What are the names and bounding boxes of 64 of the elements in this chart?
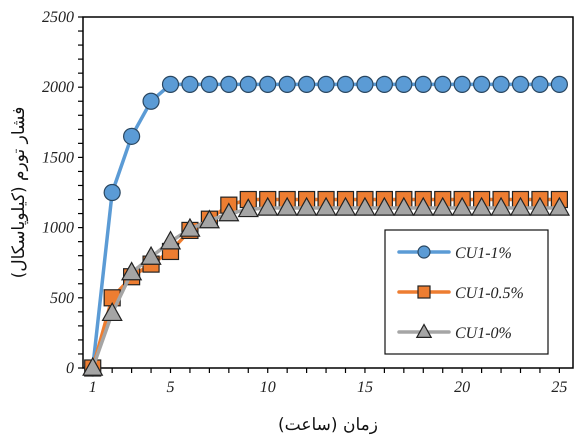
x-tick-label: 10 bbox=[260, 379, 276, 396]
point bbox=[374, 197, 395, 216]
point bbox=[336, 76, 354, 93]
y-tick-label: 1000 bbox=[42, 220, 74, 237]
point bbox=[490, 197, 512, 216]
point bbox=[278, 76, 296, 93]
point bbox=[394, 197, 414, 216]
y-tick-label: 2500 bbox=[42, 9, 74, 26]
point bbox=[220, 76, 238, 93]
legend-label: CU1-0.5% bbox=[455, 285, 524, 302]
x-tick-label: 5 bbox=[166, 379, 174, 396]
point bbox=[316, 197, 336, 216]
point bbox=[123, 128, 140, 145]
point bbox=[298, 76, 316, 93]
y-tick-label: 500 bbox=[50, 290, 74, 307]
point bbox=[432, 197, 453, 216]
point bbox=[102, 302, 122, 322]
point bbox=[549, 197, 570, 216]
point bbox=[414, 76, 432, 93]
point bbox=[434, 76, 452, 93]
point bbox=[471, 197, 492, 216]
point bbox=[200, 76, 218, 93]
point bbox=[258, 197, 278, 216]
point bbox=[317, 76, 335, 93]
point bbox=[452, 197, 472, 216]
point bbox=[413, 197, 434, 216]
point bbox=[395, 76, 412, 93]
point bbox=[180, 218, 200, 237]
point bbox=[104, 184, 121, 202]
point bbox=[162, 76, 180, 93]
point bbox=[276, 197, 298, 216]
x-axis-title: زمان (ساعت) bbox=[278, 415, 378, 435]
point bbox=[492, 76, 510, 93]
point bbox=[121, 262, 142, 280]
y-tick-label: 1500 bbox=[42, 149, 74, 166]
point bbox=[473, 76, 490, 93]
x-tick-label: 15 bbox=[356, 379, 373, 396]
point bbox=[530, 197, 550, 216]
point bbox=[181, 76, 199, 93]
point bbox=[160, 231, 181, 250]
point bbox=[296, 197, 317, 216]
point bbox=[531, 76, 549, 93]
x-tick-label: 20 bbox=[454, 379, 470, 396]
point bbox=[140, 246, 162, 265]
legend-label: CU1-1% bbox=[455, 245, 512, 262]
point bbox=[354, 197, 376, 216]
point bbox=[142, 92, 160, 110]
point bbox=[376, 76, 393, 93]
point bbox=[335, 197, 356, 216]
point bbox=[218, 202, 240, 222]
y-axis-title: فشار تورم (کیلوپاسکال) bbox=[9, 106, 29, 278]
point bbox=[510, 197, 531, 216]
x-tick-label: 25 bbox=[551, 379, 568, 396]
point bbox=[259, 76, 276, 93]
x-tick-label: 1 bbox=[88, 379, 97, 396]
point bbox=[238, 198, 258, 218]
point bbox=[512, 76, 530, 93]
point bbox=[240, 76, 257, 93]
y-tick-label: 2000 bbox=[42, 79, 74, 96]
point bbox=[454, 76, 471, 93]
point bbox=[550, 76, 568, 93]
legend-label: CU1-0% bbox=[455, 325, 512, 342]
y-tick-label: 0 bbox=[66, 360, 74, 377]
point bbox=[356, 76, 374, 93]
